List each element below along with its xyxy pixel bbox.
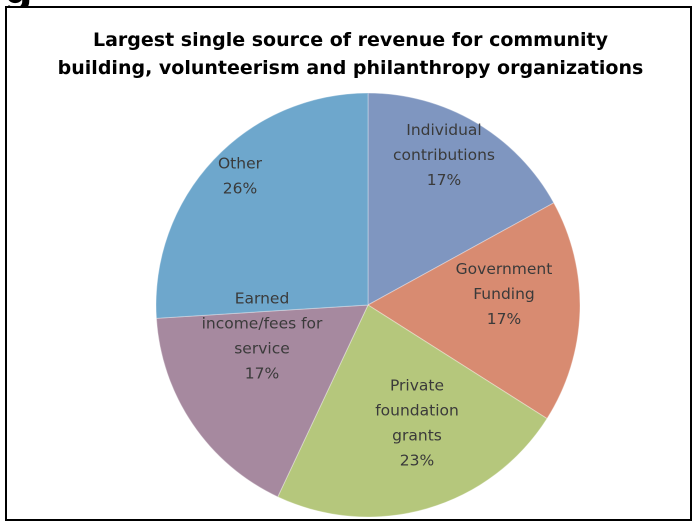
slice-label-line: Private xyxy=(390,377,444,395)
pie-slice xyxy=(277,304,548,518)
slice-label-line: income/fees for xyxy=(202,315,323,333)
chart-title: Largest single source of revenue for com… xyxy=(7,26,694,82)
header-fragment: g xyxy=(4,0,33,10)
slice-label-line: Government xyxy=(456,260,553,278)
slice-label: Other 26% xyxy=(218,155,263,198)
slice-label: Private foundation grants 23% xyxy=(375,377,459,470)
slice-label-line: 26% xyxy=(223,180,257,198)
pie-slice xyxy=(367,202,581,420)
slice-label: Government Funding 17% xyxy=(456,260,553,328)
pie-chart: Individual contributions 17% Government Fund… xyxy=(155,92,581,518)
chart-title-line-2: building, volunteerism and philanthropy … xyxy=(57,57,644,79)
pie-slice xyxy=(155,92,369,319)
slice-label: Individual contributions 17% xyxy=(393,121,495,189)
slice-label-line: Funding xyxy=(473,285,535,303)
slice-label-line: contributions xyxy=(393,146,495,164)
slice-label-line: foundation xyxy=(375,402,459,420)
top-strip: g xyxy=(0,0,699,10)
slice-label-line: Other xyxy=(218,155,263,173)
slice-label: Earned income/fees for service 17% xyxy=(202,290,323,383)
slice-label-line: 17% xyxy=(487,310,521,328)
slice-label-line: 17% xyxy=(427,171,461,189)
slice-label-line: 17% xyxy=(245,365,279,383)
slice-label-line: Earned xyxy=(235,290,290,308)
chart-frame: Largest single source of revenue for com… xyxy=(5,6,692,521)
pie-slice xyxy=(155,304,369,498)
slice-label-line: grants xyxy=(392,427,442,445)
pie-slice xyxy=(367,92,555,306)
slice-label-line: 23% xyxy=(400,452,434,470)
slice-label-line: Individual xyxy=(406,121,482,139)
slice-label-line: service xyxy=(234,340,290,358)
chart-title-line-1: Largest single source of revenue for com… xyxy=(92,29,609,51)
